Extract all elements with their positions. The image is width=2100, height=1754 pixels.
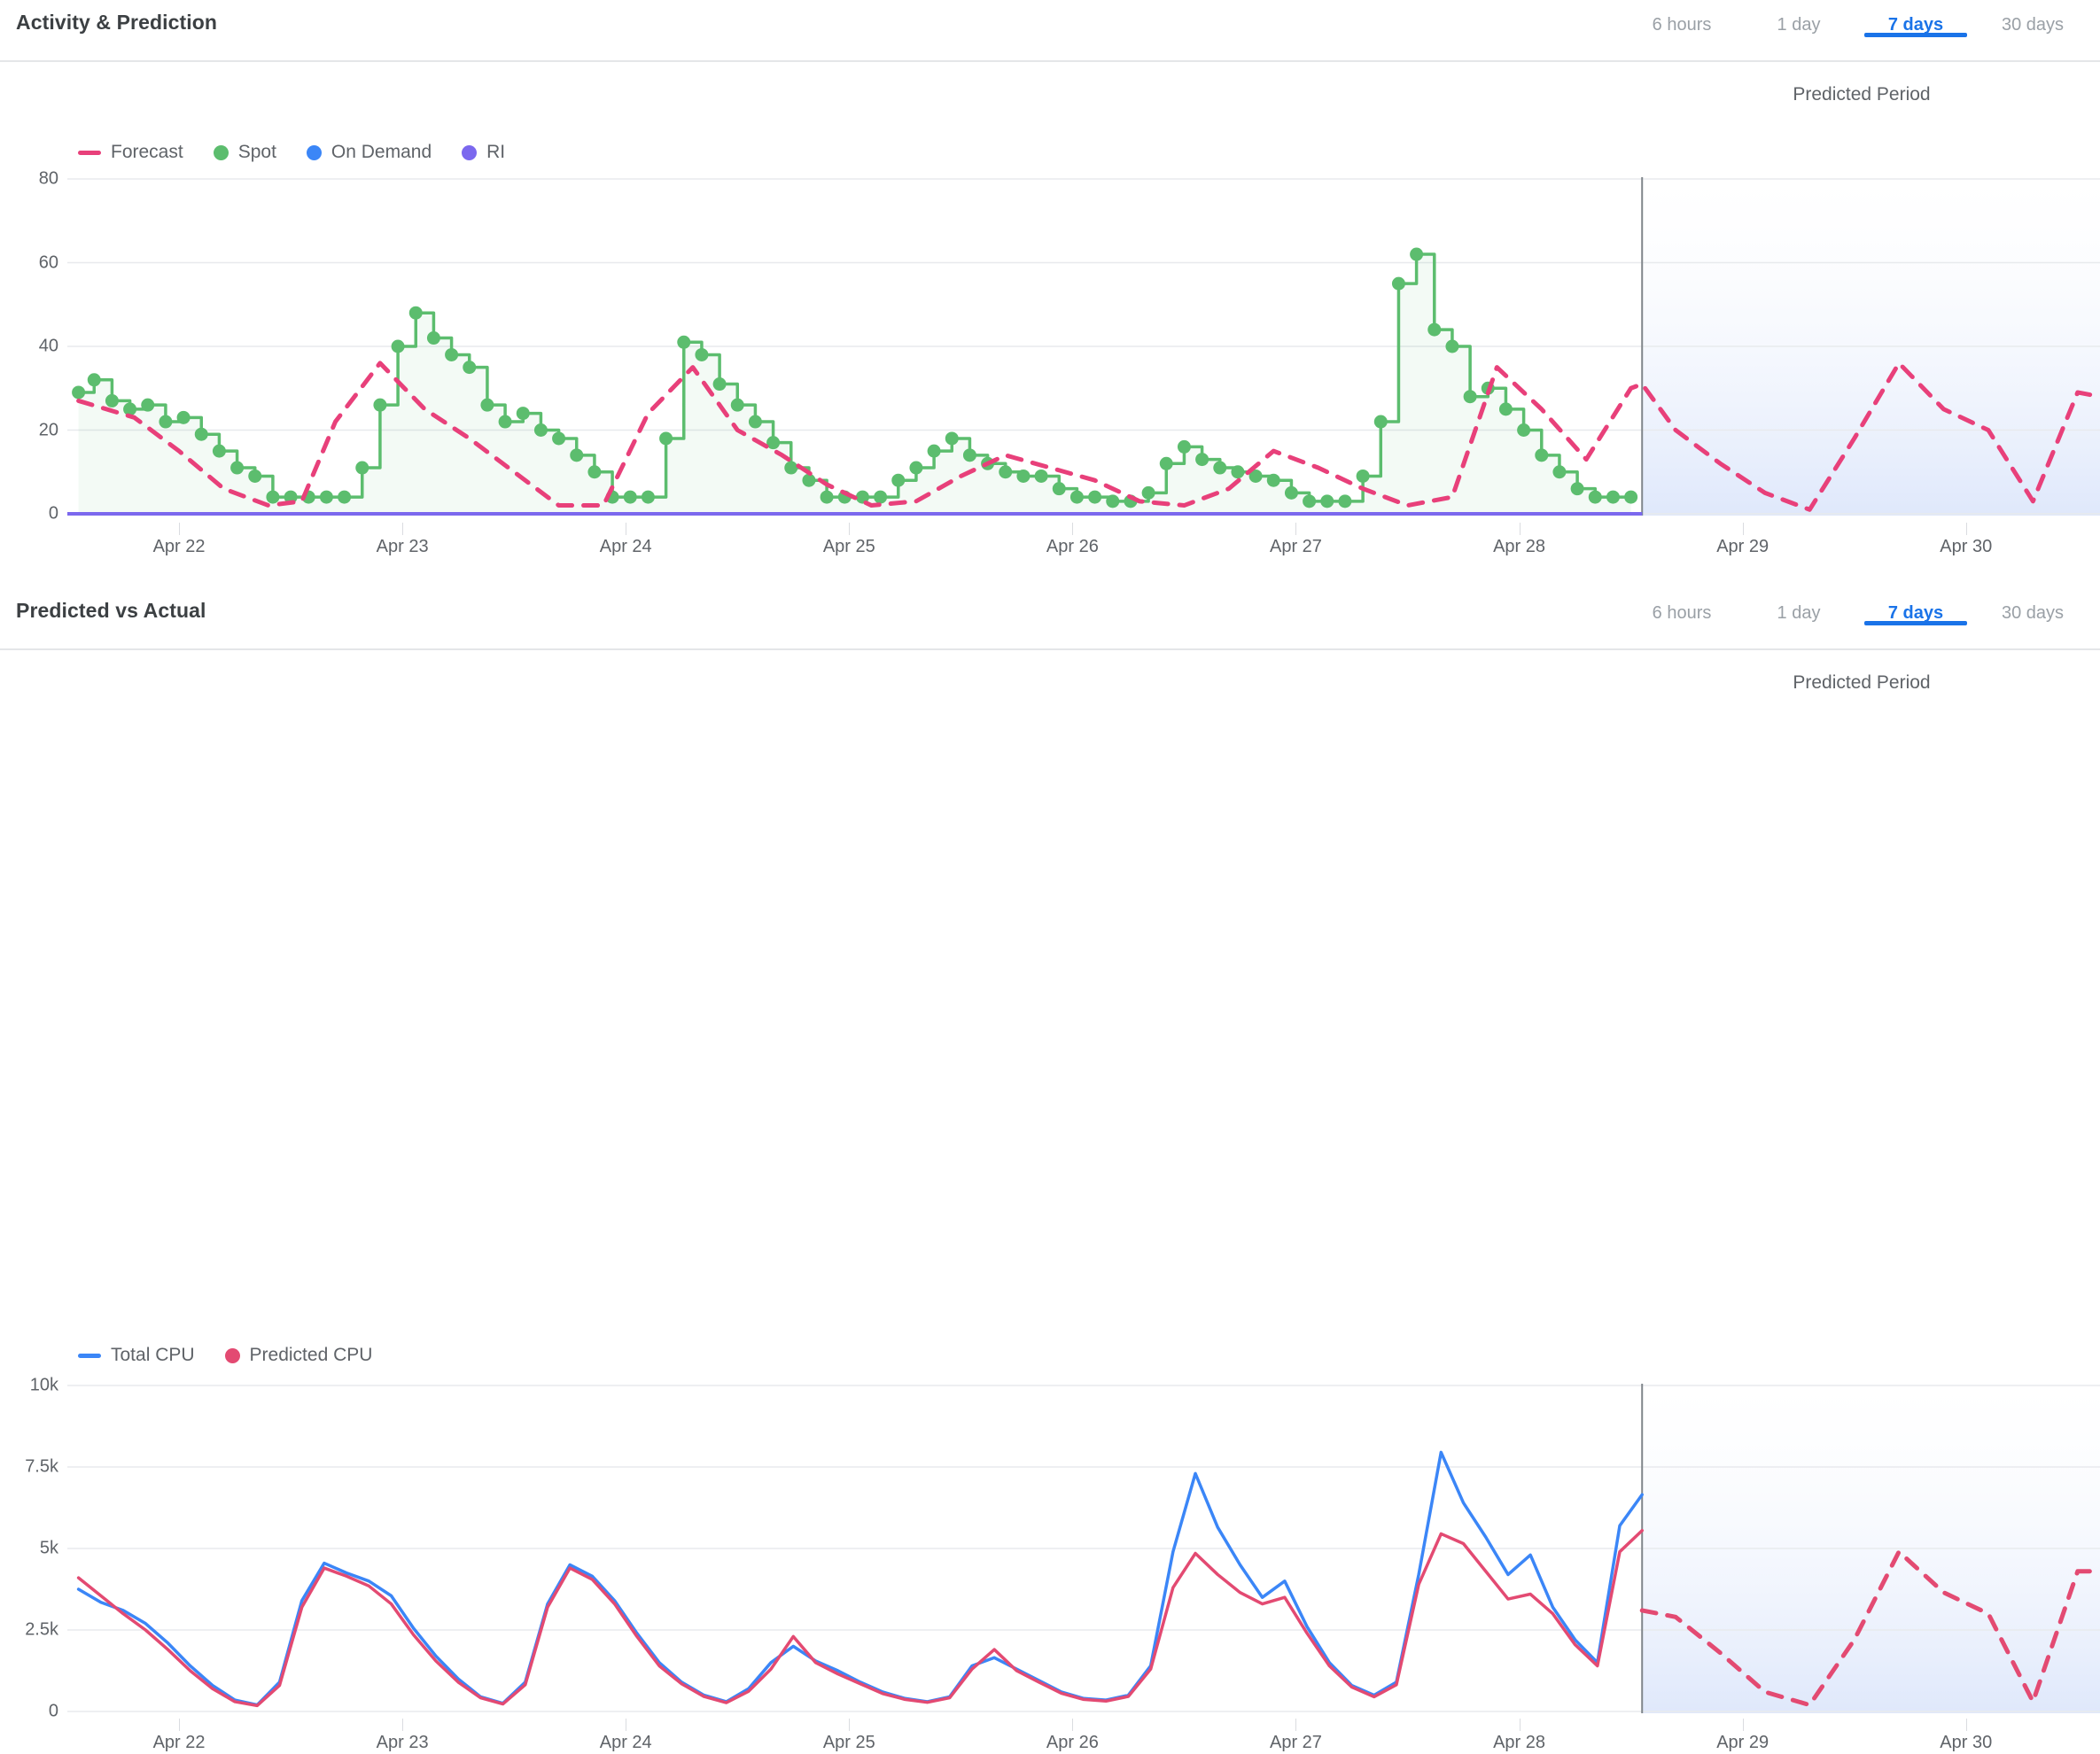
x-axis-labels: Apr 22 Apr 23 Apr 24 Apr 25 Apr 26 Apr 27 Apr …: [67, 523, 2100, 558]
x-tick-mark: [1742, 523, 1744, 535]
tab-30-days[interactable]: 30 days: [2001, 15, 2065, 35]
x-tick-label: Apr 23: [376, 537, 429, 556]
x-tick-mark: [179, 523, 181, 535]
legend-item-predicted-cpu[interactable]: Predicted CPU: [224, 1345, 373, 1366]
x-tick-label: Apr 29: [1716, 537, 1769, 556]
x-tick-mark: [402, 523, 404, 535]
predicted-vs-actual-panel: Predicted vs Actual 6 hours 1 day 7 days…: [0, 588, 2100, 1752]
y-tick-label: 2.5k: [25, 1619, 58, 1640]
y-tick-label: 60: [38, 252, 58, 272]
tab-1-day-2[interactable]: 1 day: [1777, 603, 1821, 623]
x-tick-mark: [849, 1719, 851, 1731]
x-tick-label: Apr 22: [152, 537, 206, 556]
predicted-plot-area[interactable]: [67, 1384, 2100, 1713]
legend-label-predicted-cpu: Predicted CPU: [249, 1345, 373, 1365]
legend-item-on-demand[interactable]: On Demand: [306, 142, 432, 163]
y-tick-label: 40: [38, 336, 58, 356]
legend-label-forecast: Forecast: [111, 142, 183, 162]
x-tick-label: Apr 30: [1940, 537, 1993, 556]
x-tick-mark: [1742, 1719, 1744, 1731]
tab-7-days[interactable]: 7 days: [1857, 0, 1974, 37]
x-tick-label: Apr 26: [1046, 1733, 1099, 1752]
y-axis-labels-2: 0 2.5k 5k 7.5k 10k: [0, 1376, 67, 1721]
legend-label-spot: Spot: [237, 142, 276, 162]
legend-item-total-cpu[interactable]: Total CPU: [78, 1345, 195, 1366]
predicted-period-label-2: Predicted Period: [1793, 672, 1931, 693]
x-tick-label: Apr 27: [1270, 1733, 1322, 1752]
x-tick-label: Apr 25: [822, 537, 875, 556]
ri-dot-swatch-icon: [462, 144, 478, 160]
x-tick-label: Apr 28: [1493, 537, 1546, 556]
x-tick-label: Apr 29: [1716, 1733, 1769, 1752]
activity-plot-area[interactable]: [67, 177, 2100, 516]
x-tick-label: Apr 24: [599, 537, 652, 556]
activity-prediction-panel: Activity & Prediction 6 hours 1 day 7 da…: [0, 0, 2100, 588]
legend-item-spot[interactable]: Spot: [213, 142, 276, 163]
x-axis-labels-2: Apr 22 Apr 23 Apr 24 Apr 25 Apr 26 Apr 27 Apr …: [67, 1719, 2100, 1754]
x-tick-mark: [1965, 523, 1967, 535]
y-tick-label: 10k: [29, 1375, 58, 1395]
panel-header-2: Predicted vs Actual 6 hours 1 day 7 days…: [0, 588, 2100, 650]
legend-item-forecast[interactable]: Forecast: [78, 142, 183, 163]
x-tick-label: Apr 27: [1270, 537, 1322, 556]
y-tick-label: 7.5k: [25, 1456, 58, 1477]
x-tick-label: Apr 25: [822, 1733, 875, 1752]
x-tick-mark: [1965, 1719, 1967, 1731]
y-tick-label: 80: [38, 168, 58, 189]
predicted-period-label: Predicted Period: [1793, 84, 1931, 105]
total-cpu-line-swatch-icon: [78, 1353, 101, 1358]
x-tick-label: Apr 22: [152, 1733, 206, 1752]
x-tick-label: Apr 28: [1493, 1733, 1546, 1752]
x-tick-mark: [1519, 523, 1521, 535]
time-range-tabs-2: 6 hours 1 day 7 days 30 days: [1623, 588, 2091, 648]
x-tick-label: Apr 30: [1940, 1733, 1993, 1752]
legend-label-ri: RI: [486, 142, 506, 162]
spot-dot-swatch-icon: [213, 144, 229, 160]
predicted-cpu-dot-swatch-icon: [224, 1347, 240, 1363]
y-tick-label: 20: [38, 420, 58, 439]
tab-6-hours[interactable]: 6 hours: [1652, 15, 1712, 35]
x-tick-label: Apr 26: [1046, 537, 1099, 556]
x-tick-mark: [1295, 523, 1297, 535]
x-tick-mark: [179, 1719, 181, 1731]
time-range-tabs: 6 hours 1 day 7 days 30 days: [1623, 0, 2091, 60]
x-tick-mark: [1295, 1719, 1297, 1731]
panel-header: Activity & Prediction 6 hours 1 day 7 da…: [0, 0, 2100, 62]
x-tick-mark: [1072, 523, 1074, 535]
legend-label-on-demand: On Demand: [331, 142, 432, 162]
forecast-line-swatch-icon: [78, 150, 101, 155]
page-title-2: Predicted vs Actual: [16, 599, 206, 622]
x-tick-label: Apr 23: [376, 1733, 429, 1752]
x-tick-mark: [849, 523, 851, 535]
y-tick-label: 0: [48, 1701, 58, 1721]
x-tick-mark: [402, 1719, 404, 1731]
legend-label-total-cpu: Total CPU: [111, 1345, 195, 1365]
tab-30-days-2[interactable]: 30 days: [2001, 603, 2065, 623]
chart-legend-2: Total CPU Predicted CPU: [78, 1345, 372, 1366]
tab-6-hours-2[interactable]: 6 hours: [1652, 603, 1712, 623]
x-tick-mark: [1072, 1719, 1074, 1731]
tab-1-day[interactable]: 1 day: [1777, 15, 1821, 35]
y-tick-label: 5k: [39, 1538, 58, 1558]
legend-item-ri[interactable]: RI: [462, 142, 505, 163]
y-axis-labels: 0 20 40 60 80: [0, 169, 67, 524]
ondemand-dot-swatch-icon: [306, 144, 322, 160]
chart-legend: Forecast Spot On Demand RI: [78, 142, 505, 163]
x-tick-label: Apr 24: [599, 1733, 652, 1752]
x-tick-mark: [1519, 1719, 1521, 1731]
tab-7-days-2[interactable]: 7 days: [1857, 588, 1974, 625]
page-title: Activity & Prediction: [16, 11, 218, 34]
y-tick-label: 0: [48, 503, 58, 524]
